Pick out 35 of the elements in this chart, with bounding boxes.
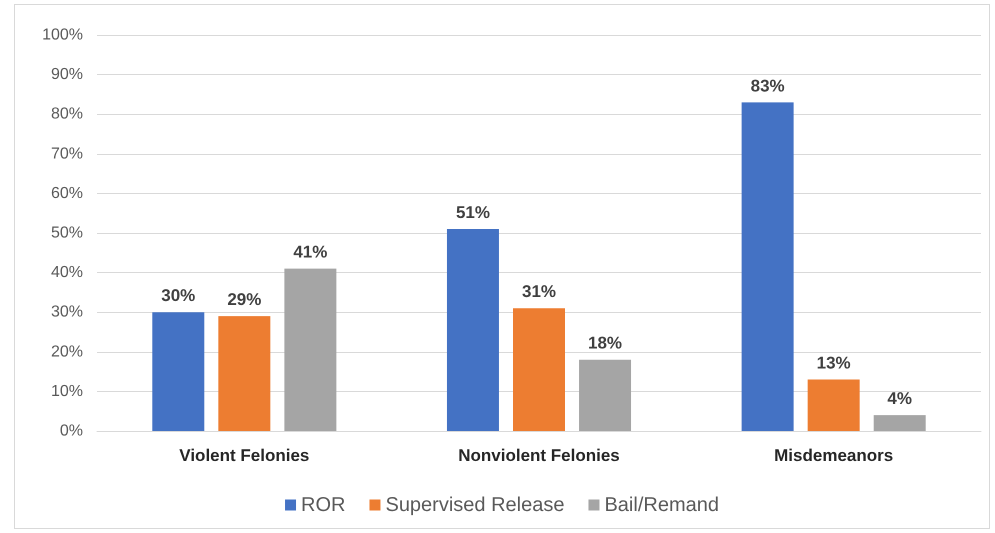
legend-label: Bail/Remand (604, 494, 719, 516)
bar (808, 380, 860, 431)
y-tick-label: 100% (42, 26, 83, 44)
bar (446, 229, 499, 431)
data-label: 4% (887, 389, 912, 408)
y-tick-label: 0% (60, 422, 83, 440)
y-tick-label: 50% (50, 224, 83, 242)
y-tick-label: 20% (50, 343, 83, 360)
bar (579, 360, 632, 431)
y-tick-label: 40% (50, 264, 83, 282)
x-tick-label: Misdemeanors (774, 446, 894, 465)
y-tick-label: 70% (50, 145, 83, 162)
y-tick-label: 90% (50, 66, 83, 84)
data-label: 18% (588, 334, 622, 353)
data-label: 13% (816, 354, 851, 373)
legend-label: Supervised Release (385, 494, 564, 516)
bar (218, 316, 270, 431)
data-label: 41% (293, 242, 328, 262)
data-label: 30% (161, 286, 196, 306)
y-tick-label: 10% (50, 382, 83, 400)
bar (284, 268, 336, 431)
data-label: 83% (750, 76, 785, 96)
data-label: 51% (456, 203, 490, 222)
bar (513, 308, 565, 431)
y-tick-label: 30% (50, 304, 83, 321)
data-label: 31% (522, 282, 556, 302)
x-tick-label: Violent Felonies (179, 446, 310, 465)
legend-label: ROR (301, 494, 346, 516)
x-tick-label: Nonviolent Felonies (458, 446, 620, 465)
y-tick-label: 80% (50, 106, 83, 123)
data-label: 29% (227, 290, 262, 310)
bar (152, 312, 204, 431)
y-tick-label: 60% (50, 184, 83, 202)
bar (874, 415, 926, 431)
bar (742, 102, 794, 431)
